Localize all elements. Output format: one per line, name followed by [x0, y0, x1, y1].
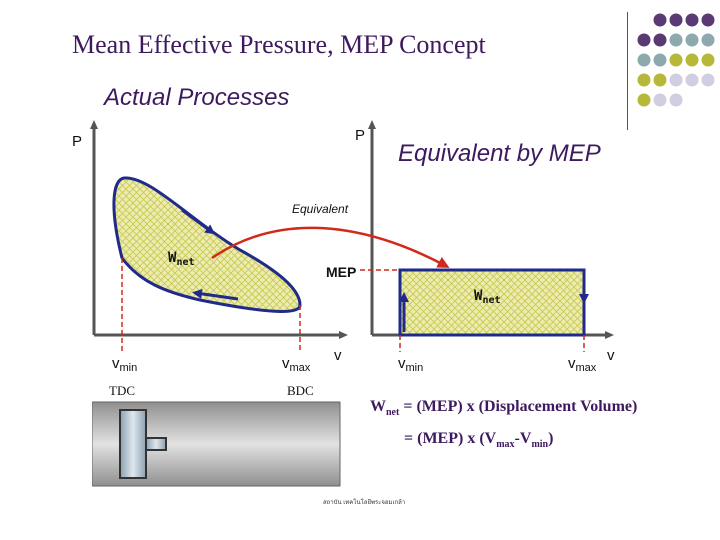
right-vmax-label: vmax [568, 355, 597, 374]
left-vmax-label: vmax [282, 355, 311, 374]
decorative-dot [637, 93, 651, 107]
footnote: สถาบัน เทคโนโลยีพระจอมเกล้า [323, 500, 406, 506]
right-vmin-label: vmin [398, 355, 423, 374]
decorative-dot [653, 53, 667, 67]
equivalent-arrow [211, 226, 450, 268]
decorative-dot [653, 33, 667, 47]
tdc-label: TDC [109, 383, 135, 398]
decorative-dot [685, 73, 699, 87]
decorative-dot [669, 53, 683, 67]
right-wnet-label: Wnet [474, 288, 501, 306]
equivalent-label: Equivalent [292, 202, 349, 216]
left-p-label: P [72, 133, 82, 150]
decorative-dot [653, 73, 667, 87]
left-v-axis-label: v [334, 347, 342, 364]
decorative-dot [701, 53, 715, 67]
decorative-dot-grid [637, 13, 715, 107]
decorative-dot [637, 33, 651, 47]
compression-arrow [192, 288, 239, 301]
decorative-dot [653, 93, 667, 107]
slide-title: Mean Effective Pressure, MEP Concept [72, 30, 486, 59]
divider-line [627, 12, 628, 130]
expansion-arrow [181, 208, 216, 235]
left-vmin-label: vmin [112, 355, 137, 374]
decorative-dot [701, 33, 715, 47]
mep-label: MEP [326, 264, 356, 280]
decorative-dot [653, 13, 667, 27]
left-wnet-label: Wnet [168, 250, 195, 268]
decorative-dot [701, 13, 715, 27]
cylinder-illustration [92, 401, 341, 487]
actual-cycle-loop [112, 176, 302, 313]
bdc-label: BDC [287, 383, 314, 398]
decorative-dot [685, 33, 699, 47]
right-p-label: P [355, 127, 365, 144]
equation-line-2: = (MEP) x (Vmax-Vmin) [404, 430, 554, 451]
decorative-dot [669, 73, 683, 87]
subtitle-actual-processes: Actual Processes [104, 84, 290, 111]
decorative-dot [685, 13, 699, 27]
decorative-dot [637, 53, 651, 67]
subtitle-equivalent-by-mep: Equivalent by MEP [398, 140, 601, 167]
decorative-dot [669, 33, 683, 47]
piston [119, 409, 147, 479]
equation-line-1: Wnet = (MEP) x (Displacement Volume) [370, 398, 638, 419]
decorative-dot [669, 13, 683, 27]
decorative-dot [701, 73, 715, 87]
mep-rectangle [398, 268, 586, 337]
decorative-dot [669, 93, 683, 107]
decorative-dot [637, 73, 651, 87]
right-v-axis-label: v [607, 347, 615, 364]
piston-rod [145, 437, 167, 451]
decorative-dot [685, 53, 699, 67]
